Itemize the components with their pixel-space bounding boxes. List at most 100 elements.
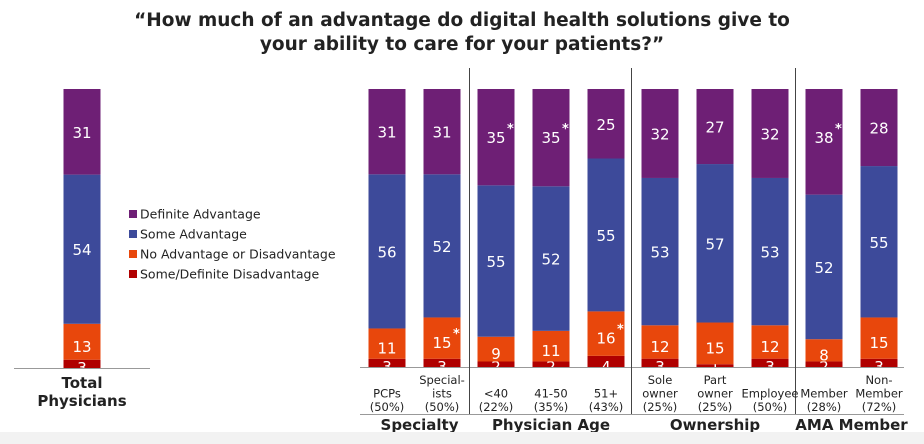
legend-swatch (129, 270, 137, 278)
category-label: (50%) (425, 400, 460, 414)
bar-segment-definite-advantage (751, 89, 789, 178)
total-category-label: Physicians (37, 392, 126, 410)
bar-segment-some-advantage (860, 166, 898, 318)
bar-segment-no-advantage-or-disadvantage (368, 328, 406, 359)
category-label: Employee (742, 387, 799, 401)
bar-segment-some-definite-disadvantage (751, 358, 789, 367)
bar-segment-some-advantage (751, 177, 789, 326)
legend-label: Some/Definite Disadvantage (140, 267, 319, 282)
data-label: 56 (377, 243, 396, 261)
data-label: 16 (596, 330, 615, 348)
category-label: Special- (419, 373, 465, 387)
data-label: 35 (541, 129, 560, 147)
data-label: 31 (72, 124, 91, 142)
data-label: 15 (705, 339, 724, 357)
bar-segment-no-advantage-or-disadvantage (805, 339, 843, 362)
data-label: 52 (432, 238, 451, 256)
data-label: 12 (760, 338, 779, 356)
category-label: (22%) (479, 400, 514, 414)
bar-segment-no-advantage-or-disadvantage (641, 325, 679, 359)
bar-segment-some-advantage (423, 174, 461, 318)
bar-segment-some-definite-disadvantage (368, 358, 406, 367)
category-label: (35%) (534, 400, 569, 414)
bars: 31354313115631315*5231295535*2115235*416… (63, 89, 898, 377)
significance-star: * (617, 323, 624, 338)
data-label: 32 (650, 125, 669, 143)
data-label: 32 (760, 125, 779, 143)
bar-segment-definite-advantage (587, 89, 625, 159)
data-label: 57 (705, 235, 724, 253)
category-label: owner (697, 387, 733, 401)
bar-segment-some-definite-disadvantage (63, 359, 101, 368)
data-label: 15 (869, 334, 888, 352)
data-label: 55 (596, 227, 615, 245)
legend-label: Definite Advantage (140, 207, 261, 222)
category-label: ists (432, 387, 452, 401)
bar-segment-definite-advantage (63, 89, 101, 175)
bar-segment-some-advantage (696, 164, 734, 323)
category-label: (43%) (589, 400, 624, 414)
group-label: Ownership (670, 416, 761, 434)
bar-segment-definite-advantage (805, 89, 843, 195)
legend: Definite Advantage Some Advantage No Advan… (129, 207, 336, 282)
bar-segment-some-advantage (532, 186, 570, 331)
bar-segment-no-advantage-or-disadvantage (423, 317, 461, 359)
bar-segment-definite-advantage (477, 89, 515, 186)
significance-star: * (562, 122, 569, 137)
data-label: 9 (491, 345, 501, 363)
category-label: 41-50 (534, 387, 567, 401)
data-label: 52 (541, 251, 560, 269)
data-label: 31 (377, 124, 396, 142)
bar-segment-some-definite-disadvantage (641, 358, 679, 367)
category-label: Member (855, 387, 903, 401)
data-label: 38 (814, 129, 833, 147)
group-label: AMA Member (795, 416, 908, 434)
chart-title-line: your ability to care for your patients?” (260, 34, 664, 55)
data-label: 31 (432, 124, 451, 142)
bar-segment-no-advantage-or-disadvantage (63, 323, 101, 360)
bar-segment-no-advantage-or-disadvantage (587, 311, 625, 356)
bar-segment-definite-advantage (641, 89, 679, 178)
data-label: 12 (650, 338, 669, 356)
legend-swatch (129, 250, 137, 258)
category-label: PCPs (373, 387, 401, 401)
data-label: 15 (432, 334, 451, 352)
data-label: 35 (486, 129, 505, 147)
bar-segment-no-advantage-or-disadvantage (532, 330, 570, 362)
data-label: 8 (819, 346, 829, 364)
bar-segment-definite-advantage (368, 89, 406, 175)
data-label: 27 (705, 119, 724, 137)
data-label: 11 (377, 340, 396, 358)
total-category-label: Total (62, 374, 103, 392)
bar-segment-no-advantage-or-disadvantage (477, 336, 515, 362)
category-label: (72%) (862, 400, 897, 414)
bar-segment-definite-advantage (696, 89, 734, 165)
data-label: 25 (596, 116, 615, 134)
category-label: 51+ (594, 387, 618, 401)
data-label: 28 (869, 120, 888, 138)
legend-label: No Advantage or Disadvantage (140, 247, 336, 262)
category-label: owner (642, 387, 678, 401)
bar-segment-some-advantage (641, 177, 679, 326)
data-label: 53 (760, 244, 779, 262)
bar-segment-some-definite-disadvantage (477, 361, 515, 367)
bar-segment-some-definite-disadvantage (587, 355, 625, 367)
chart-title: “How much of an advantage do digital hea… (134, 10, 790, 55)
legend-label: Some Advantage (140, 227, 247, 242)
legend-swatch (129, 210, 137, 218)
category-label: Sole (648, 373, 673, 387)
category-label: Part (704, 373, 727, 387)
data-label: 52 (814, 259, 833, 277)
category-label: <40 (484, 387, 508, 401)
chart-title-line: “How much of an advantage do digital hea… (134, 10, 790, 31)
data-label: 55 (486, 253, 505, 271)
data-label: 13 (72, 338, 91, 356)
bar-segment-some-definite-disadvantage (860, 358, 898, 367)
category-label: (25%) (643, 400, 678, 414)
data-label: 53 (650, 244, 669, 262)
category-label: (28%) (807, 400, 842, 414)
significance-star: * (453, 327, 460, 342)
bar-segment-some-definite-disadvantage (423, 358, 461, 367)
bar-segment-no-advantage-or-disadvantage (751, 325, 789, 359)
